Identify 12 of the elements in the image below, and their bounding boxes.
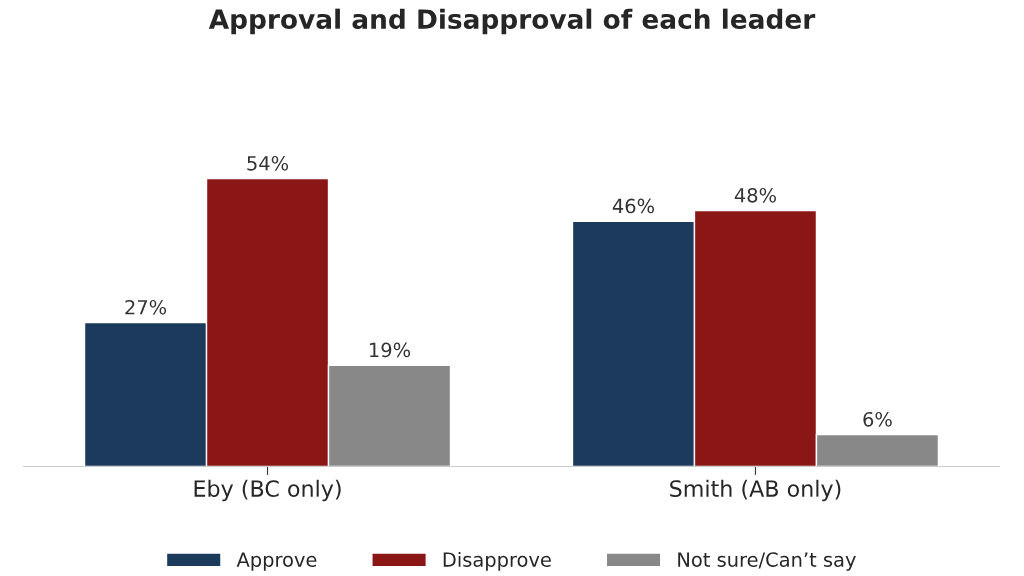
data-label: 54% xyxy=(247,155,289,171)
data-label: 19% xyxy=(370,342,411,358)
data-label: 6% xyxy=(863,411,892,427)
data-label: 27% xyxy=(125,299,167,315)
x-tick-label: Smith (AB only) xyxy=(670,479,841,502)
data-label: 46% xyxy=(612,198,655,214)
x-tick-label: Eby (BC only) xyxy=(194,479,341,502)
chart-title: Approval and Disapproval of each leader xyxy=(208,8,816,35)
data-label: 48% xyxy=(734,187,776,203)
legend-label: Approve xyxy=(236,552,317,571)
legend-label: Not sure/Can’t say xyxy=(678,552,856,571)
legend-label: Disapprove xyxy=(443,551,551,571)
